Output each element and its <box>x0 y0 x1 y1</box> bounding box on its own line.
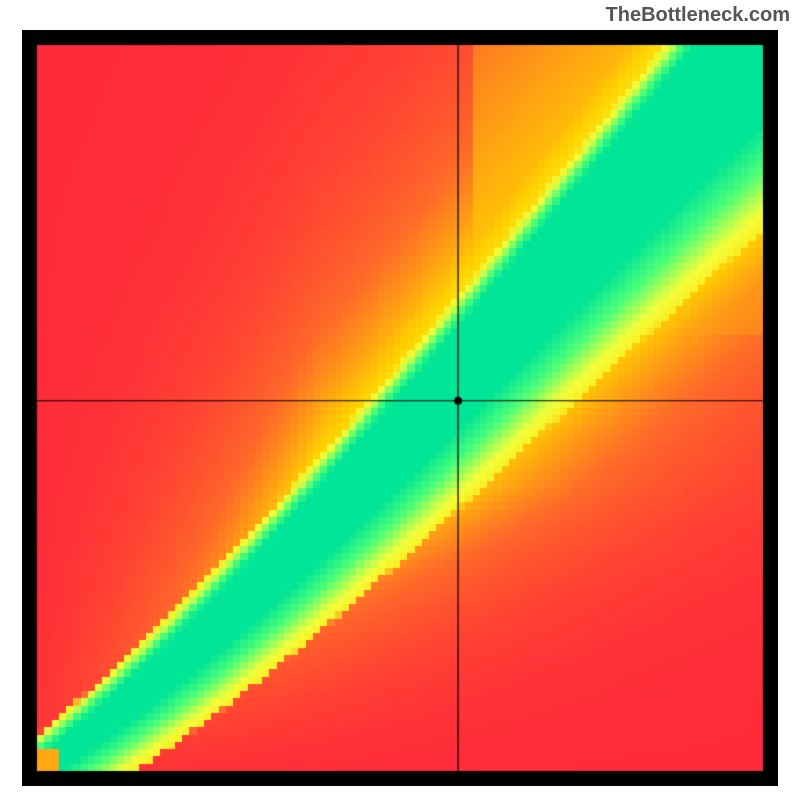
bottleneck-heatmap <box>22 30 778 786</box>
watermark: TheBottleneck.com <box>606 4 790 27</box>
heatmap-canvas <box>22 30 778 786</box>
